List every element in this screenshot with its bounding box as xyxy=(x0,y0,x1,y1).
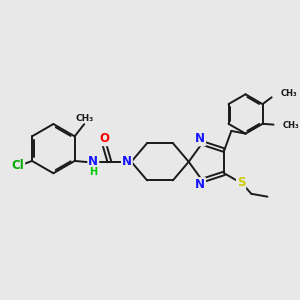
Text: O: O xyxy=(100,132,110,145)
Text: N: N xyxy=(195,132,205,146)
Text: CH₃: CH₃ xyxy=(75,113,93,122)
Text: S: S xyxy=(237,176,245,189)
Text: CH₃: CH₃ xyxy=(281,89,298,98)
Text: H: H xyxy=(89,167,97,177)
Text: CH₃: CH₃ xyxy=(282,121,299,130)
Text: Cl: Cl xyxy=(11,158,24,172)
Text: N: N xyxy=(88,155,98,168)
Text: N: N xyxy=(195,178,205,191)
Text: N: N xyxy=(122,155,132,168)
